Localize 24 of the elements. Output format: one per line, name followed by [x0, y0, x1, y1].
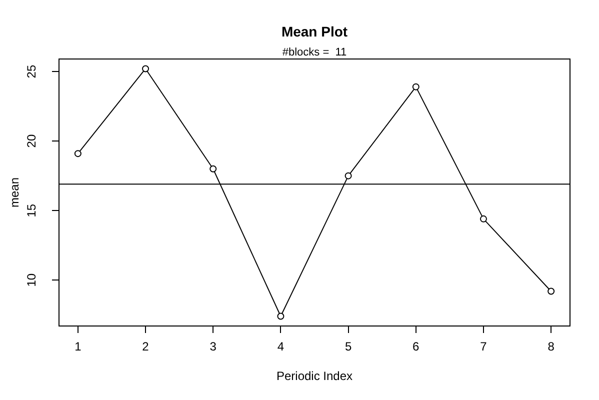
point — [277, 312, 284, 320]
y-tick-label: 10 — [24, 273, 39, 287]
x-tick-label: 7 — [480, 340, 488, 354]
point — [480, 215, 487, 222]
point — [210, 165, 217, 172]
point — [74, 150, 82, 158]
chart-subtitle: #blocks = 11 — [282, 46, 347, 58]
x-tick-label: 8 — [548, 340, 555, 354]
y-tick-label: 15 — [24, 204, 39, 218]
point — [548, 288, 555, 295]
y-axis-title: mean — [8, 177, 22, 208]
x-tick-label: 4 — [277, 340, 284, 354]
x-tick-label: 1 — [74, 340, 82, 354]
point — [344, 172, 352, 180]
x-tick-label: 2 — [142, 340, 150, 354]
y-tick-label: 20 — [24, 134, 39, 148]
point — [142, 65, 150, 72]
point — [412, 83, 420, 90]
x-tick-label: 5 — [344, 340, 352, 354]
y-tick-label: 25 — [24, 64, 39, 78]
x-axis-title: Periodic Index — [276, 369, 353, 384]
chart-title: Mean Plot — [281, 23, 348, 40]
x-tick-label: 3 — [210, 340, 217, 354]
x-tick-label: 6 — [412, 340, 420, 354]
